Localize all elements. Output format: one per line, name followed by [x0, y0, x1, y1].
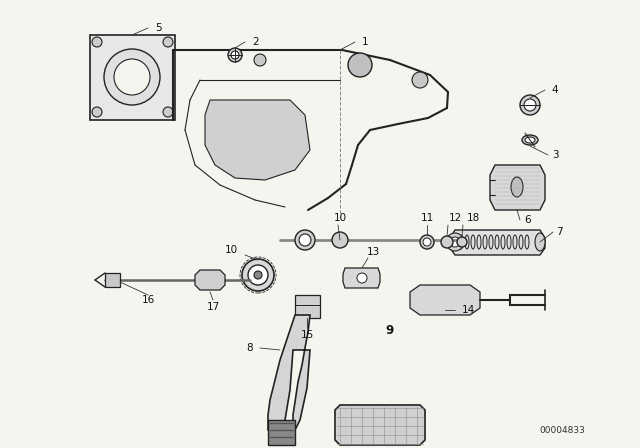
Polygon shape — [343, 268, 380, 288]
Circle shape — [254, 54, 266, 66]
Text: 17: 17 — [206, 302, 220, 312]
Polygon shape — [90, 35, 175, 120]
Circle shape — [420, 235, 434, 249]
Text: 10: 10 — [225, 245, 238, 255]
Ellipse shape — [511, 177, 523, 197]
Circle shape — [114, 59, 150, 95]
Polygon shape — [195, 270, 225, 290]
Ellipse shape — [522, 135, 538, 145]
Ellipse shape — [525, 137, 535, 143]
Circle shape — [231, 51, 239, 59]
Circle shape — [104, 49, 160, 105]
Polygon shape — [105, 273, 120, 287]
Polygon shape — [268, 420, 295, 445]
Text: 1: 1 — [362, 37, 369, 47]
Text: 10: 10 — [333, 213, 347, 223]
Polygon shape — [410, 285, 480, 315]
Circle shape — [248, 265, 268, 285]
Circle shape — [295, 230, 315, 250]
Text: 11: 11 — [420, 213, 434, 223]
Circle shape — [163, 107, 173, 117]
Polygon shape — [335, 405, 425, 445]
Circle shape — [524, 99, 536, 111]
Text: 16: 16 — [141, 295, 155, 305]
Polygon shape — [268, 315, 310, 430]
Circle shape — [348, 53, 372, 77]
Circle shape — [228, 48, 242, 62]
Text: 15: 15 — [300, 330, 314, 340]
Circle shape — [457, 237, 467, 247]
Circle shape — [332, 232, 348, 248]
Text: 3: 3 — [552, 150, 559, 160]
Text: 5: 5 — [155, 23, 162, 33]
Ellipse shape — [535, 233, 545, 251]
Circle shape — [92, 107, 102, 117]
Text: 6: 6 — [524, 215, 531, 225]
Text: 2: 2 — [252, 37, 259, 47]
Polygon shape — [450, 230, 545, 255]
Circle shape — [299, 234, 311, 246]
Circle shape — [242, 259, 274, 291]
Circle shape — [520, 95, 540, 115]
Polygon shape — [295, 295, 320, 318]
Text: 18: 18 — [467, 213, 479, 223]
Circle shape — [254, 271, 262, 279]
Text: 12: 12 — [449, 213, 461, 223]
Circle shape — [357, 273, 367, 283]
Text: 13: 13 — [366, 247, 380, 257]
Text: 9: 9 — [386, 323, 394, 336]
Polygon shape — [205, 100, 310, 180]
Text: 00004833: 00004833 — [539, 426, 585, 435]
Text: 7: 7 — [556, 227, 563, 237]
Circle shape — [423, 238, 431, 246]
Circle shape — [441, 236, 453, 248]
Text: 4: 4 — [551, 85, 557, 95]
Circle shape — [163, 37, 173, 47]
Text: 14: 14 — [462, 305, 476, 315]
Polygon shape — [490, 165, 545, 210]
Text: 8: 8 — [246, 343, 253, 353]
Circle shape — [450, 237, 460, 247]
Circle shape — [92, 37, 102, 47]
Circle shape — [446, 233, 464, 251]
Circle shape — [412, 72, 428, 88]
